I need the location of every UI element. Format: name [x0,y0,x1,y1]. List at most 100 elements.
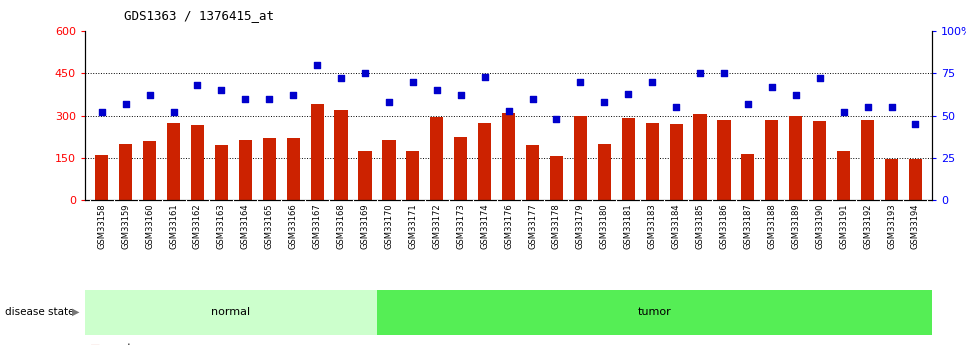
Text: GSM33170: GSM33170 [384,204,393,249]
Text: GSM33194: GSM33194 [911,204,920,249]
Bar [263,138,276,200]
Text: GSM33162: GSM33162 [193,204,202,249]
Point [286,92,301,98]
Bar [645,122,659,200]
Text: GSM33181: GSM33181 [624,204,633,249]
Point [405,79,420,85]
Bar [741,154,754,200]
Text: GSM33171: GSM33171 [409,204,417,249]
Bar [407,151,419,200]
Text: GSM33159: GSM33159 [121,204,130,249]
Point [429,87,444,93]
Text: GSM33184: GSM33184 [671,204,681,249]
Point [812,76,828,81]
Text: GSM33167: GSM33167 [313,204,322,249]
Bar [358,151,372,200]
Text: GSM33183: GSM33183 [647,204,657,249]
Bar [430,117,443,200]
Point [453,92,469,98]
Bar [167,122,180,200]
Bar [669,124,683,200]
Bar [214,145,228,200]
Bar [694,114,707,200]
Point [860,104,875,110]
Bar [310,104,324,200]
Point [525,96,540,101]
Text: GSM33161: GSM33161 [169,204,178,249]
Text: GSM33166: GSM33166 [289,204,298,249]
Point [333,76,349,81]
Text: GSM33192: GSM33192 [863,204,872,249]
Point [118,101,133,107]
Point [764,84,780,90]
Point [716,71,731,76]
Text: GSM33180: GSM33180 [600,204,609,249]
Text: GSM33179: GSM33179 [576,204,584,249]
Point [166,109,182,115]
Point [477,74,493,79]
Text: GSM33160: GSM33160 [145,204,155,249]
Text: GSM33185: GSM33185 [696,204,704,249]
Bar [909,159,922,200]
Text: tumor: tumor [638,307,671,317]
Point [500,108,516,113]
Point [213,87,229,93]
Point [908,121,923,127]
Text: GSM33190: GSM33190 [815,204,824,249]
Point [740,101,755,107]
Bar [622,118,635,200]
Bar [191,126,204,200]
Point [357,71,373,76]
Bar [885,159,898,200]
Point [597,99,612,105]
Bar [502,113,515,200]
Point [644,79,660,85]
Point [189,82,205,88]
Point [836,109,851,115]
Text: GSM33164: GSM33164 [241,204,250,249]
Text: ■: ■ [90,344,100,345]
Bar [813,121,826,200]
Point [238,96,253,101]
Text: GDS1363 / 1376415_at: GDS1363 / 1376415_at [124,9,273,22]
Bar [239,139,252,200]
Text: ▶: ▶ [71,307,79,317]
Text: count: count [102,344,132,345]
Point [668,104,684,110]
Text: normal: normal [212,307,250,317]
Text: GSM33173: GSM33173 [456,204,466,249]
Text: GSM33176: GSM33176 [504,204,513,249]
Text: GSM33186: GSM33186 [720,204,728,249]
Text: GSM33163: GSM33163 [217,204,226,249]
Point [94,109,109,115]
Bar [287,138,299,200]
Text: GSM33169: GSM33169 [360,204,370,249]
Text: GSM33189: GSM33189 [791,204,800,249]
Point [309,62,325,68]
Bar [119,144,132,200]
Point [620,91,636,96]
Text: GSM33188: GSM33188 [767,204,777,249]
Text: GSM33168: GSM33168 [336,204,346,249]
Bar [85,290,377,335]
Point [884,104,899,110]
Bar [861,120,874,200]
Bar [718,120,730,200]
Bar [478,122,492,200]
Bar [143,141,156,200]
Bar [789,116,803,200]
Point [573,79,588,85]
Text: GSM33172: GSM33172 [433,204,441,249]
Point [788,92,804,98]
Bar [96,155,108,200]
Bar [526,145,539,200]
Point [262,96,277,101]
Bar [765,120,779,200]
Text: disease state: disease state [5,307,74,317]
Text: GSM33158: GSM33158 [98,204,106,249]
Text: GSM33177: GSM33177 [528,204,537,249]
Bar [598,144,611,200]
Point [549,116,564,122]
Bar [334,110,348,200]
Bar [377,290,932,335]
